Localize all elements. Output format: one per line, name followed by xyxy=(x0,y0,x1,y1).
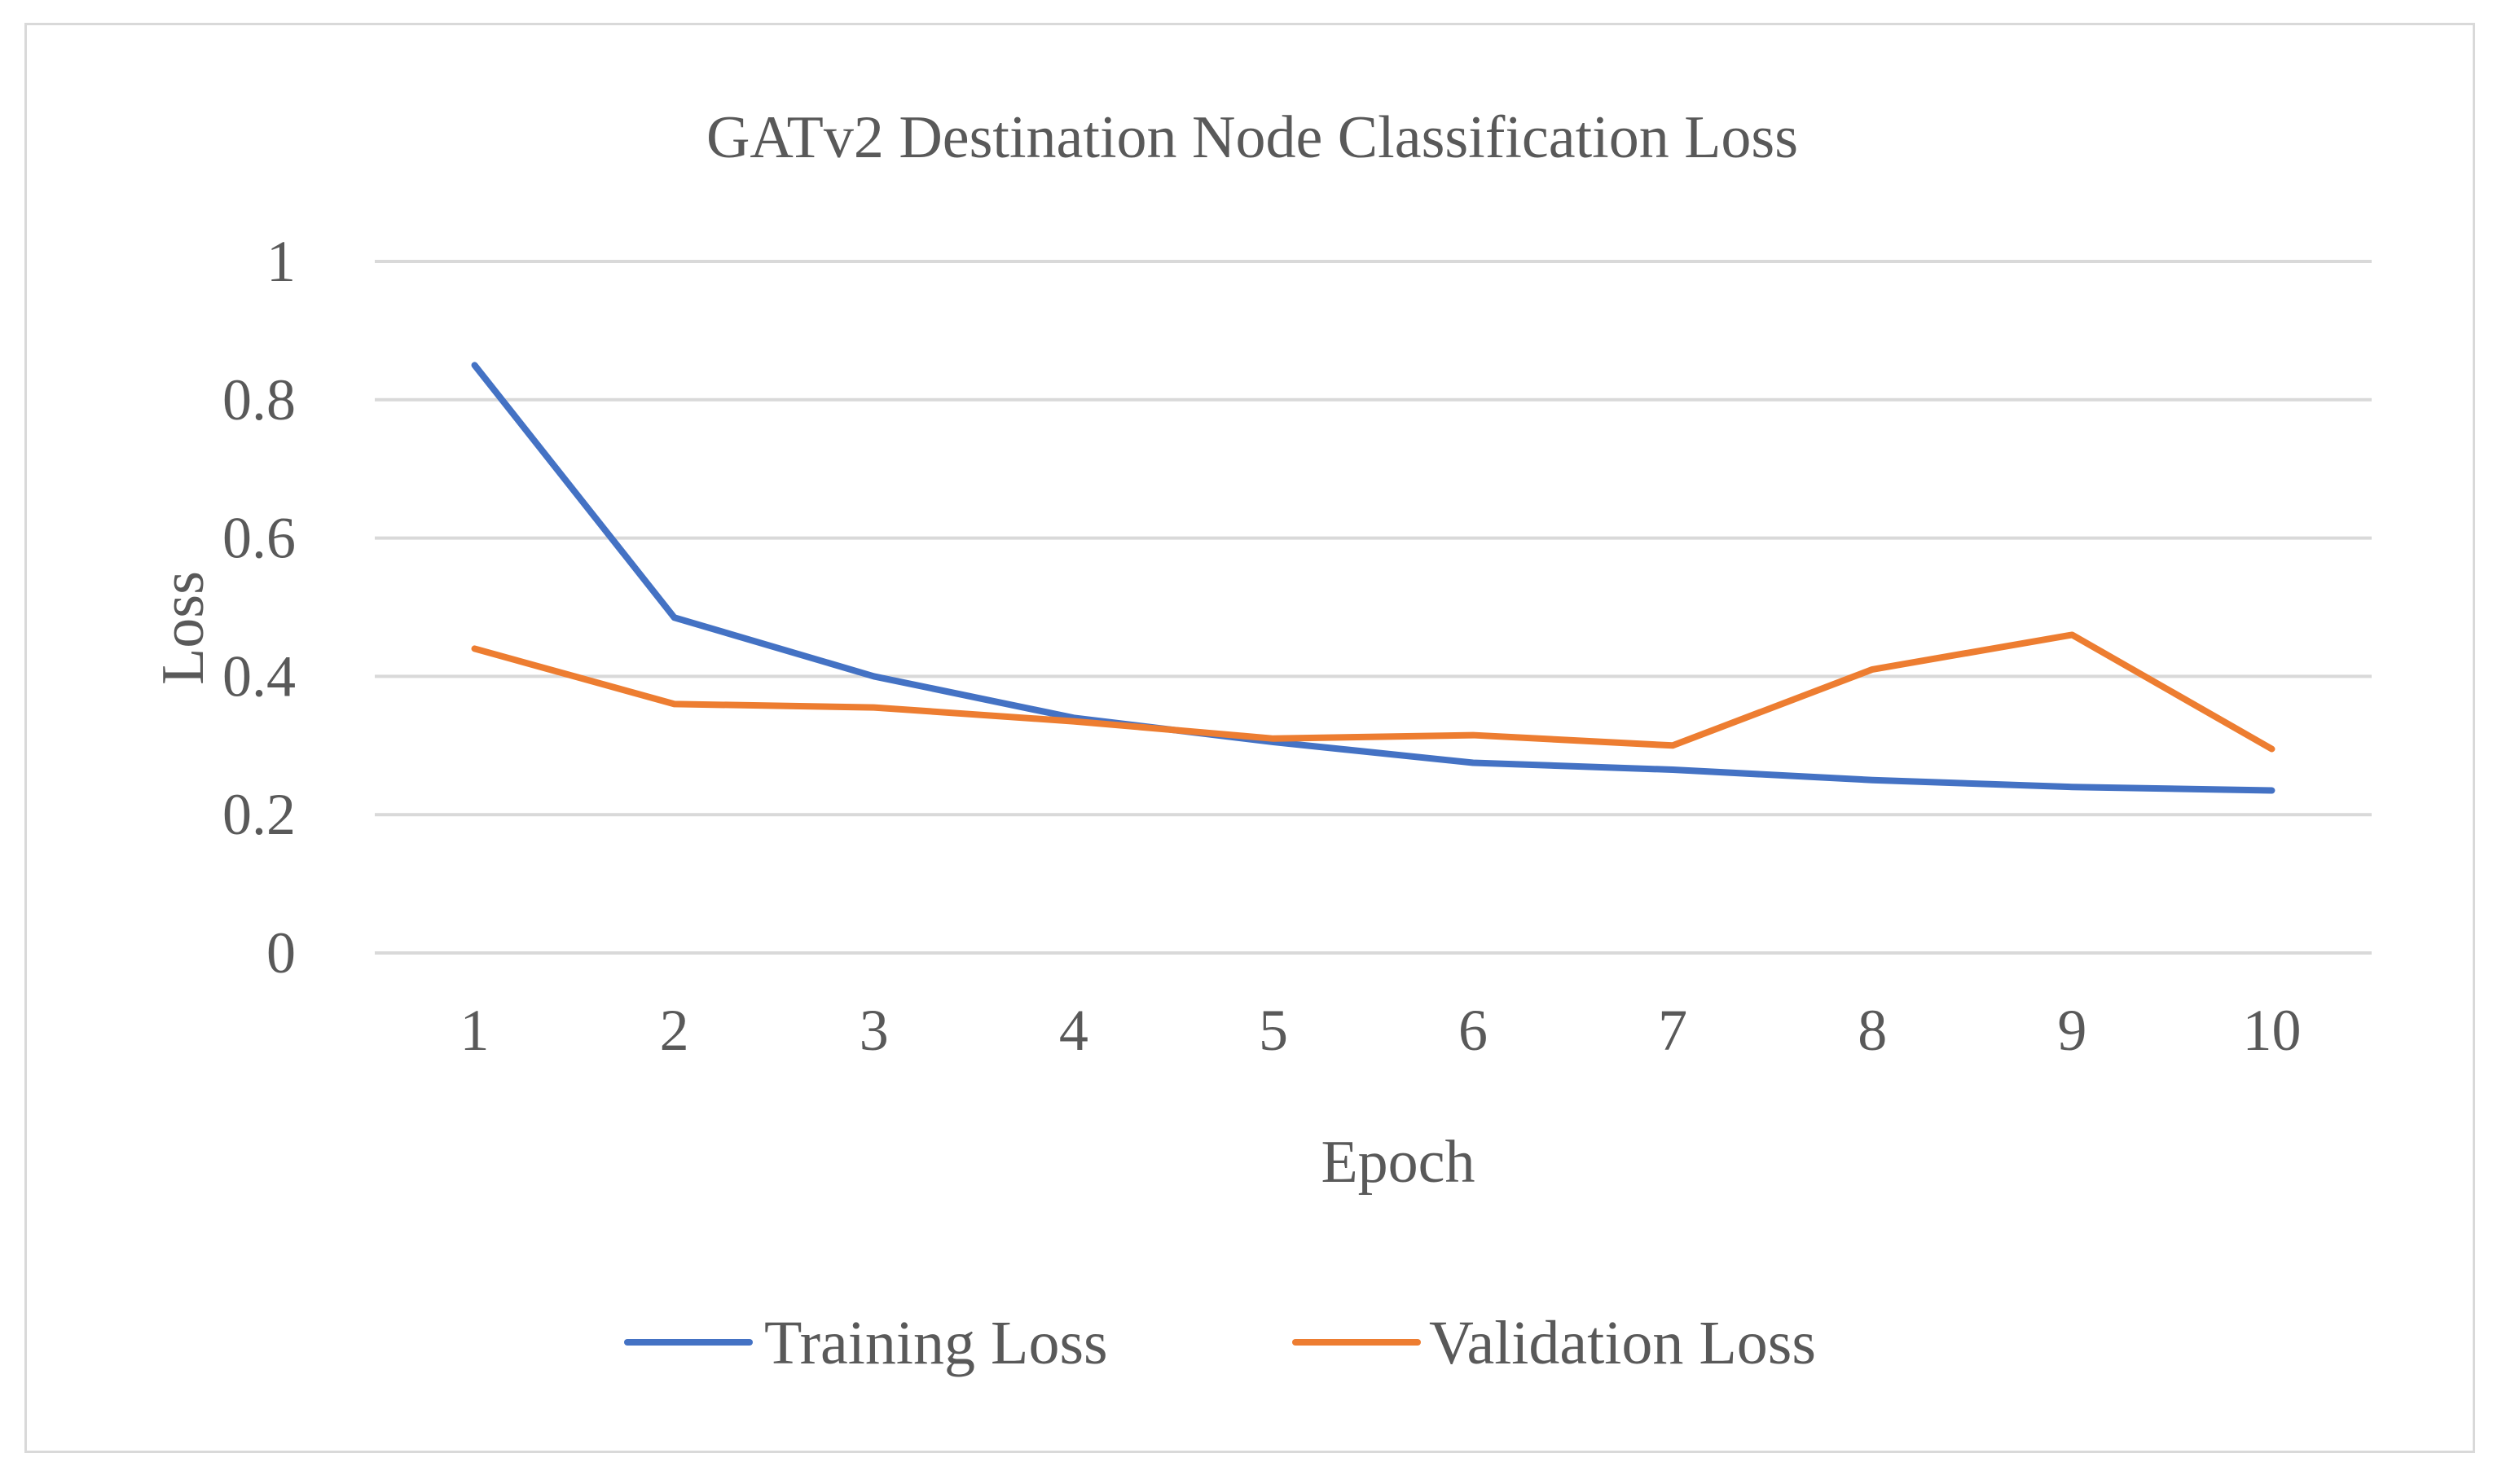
x-tick-label: 7 xyxy=(1658,998,1687,1063)
y-axis-title: Loss xyxy=(150,571,217,685)
y-tick-label: 0.2 xyxy=(222,782,296,847)
x-tick-label: 2 xyxy=(660,998,689,1063)
x-tick-label: 9 xyxy=(2057,998,2086,1063)
x-axis-title: Epoch xyxy=(1321,1129,1475,1196)
x-tick-label: 5 xyxy=(1259,998,1288,1063)
y-tick-label: 0.4 xyxy=(222,643,296,709)
legend-label-training-loss: Training Loss xyxy=(764,1309,1108,1377)
y-tick-label: 1 xyxy=(266,229,296,294)
x-tick-label: 1 xyxy=(460,998,490,1063)
y-tick-label: 0 xyxy=(266,920,296,986)
y-tick-label: 0.8 xyxy=(222,367,296,432)
x-tick-label: 4 xyxy=(1059,998,1088,1063)
y-tick-label: 0.6 xyxy=(222,506,296,571)
x-tick-label: 10 xyxy=(2242,998,2301,1063)
x-tick-label: 8 xyxy=(1858,998,1887,1063)
x-tick-labels: 1 2 3 4 5 6 7 8 9 10 xyxy=(460,998,2302,1063)
series-line-training-loss xyxy=(471,362,2276,794)
gridlines xyxy=(375,260,2372,955)
chart-title: GATv2 Destination Node Classification Lo… xyxy=(706,104,1798,171)
legend-label-validation-loss: Validation Loss xyxy=(1429,1309,1816,1377)
series-lines xyxy=(471,362,2276,794)
series-line-validation-loss xyxy=(471,631,2276,753)
x-tick-label: 6 xyxy=(1458,998,1488,1063)
y-tick-labels: 0 0.2 0.4 0.6 0.8 1 xyxy=(222,229,296,986)
line-chart: GATv2 Destination Node Classification Lo… xyxy=(150,104,2372,1377)
legend: Training Loss Validation Loss xyxy=(624,1309,1816,1377)
x-tick-label: 3 xyxy=(860,998,889,1063)
chart-frame: GATv2 Destination Node Classification Lo… xyxy=(24,23,2475,1453)
